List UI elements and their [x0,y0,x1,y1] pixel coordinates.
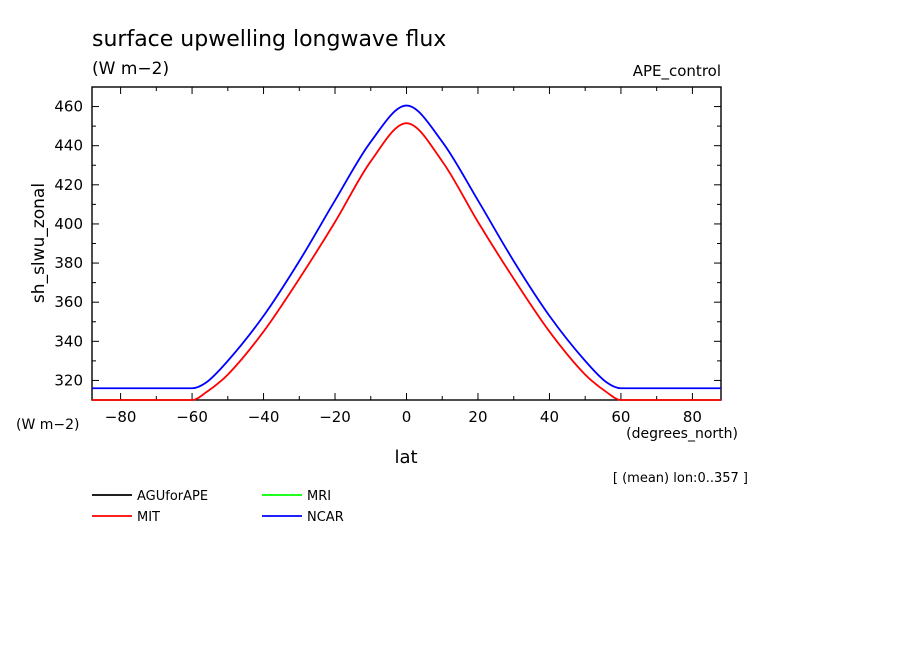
series-line-ncar [92,104,721,390]
y-tick-labels: 320 340 360 380 400 420 440 460 [54,98,83,390]
x-tick-label: 60 [611,408,630,426]
x-tick-label: −60 [176,408,208,426]
experiment-label: APE_control [633,62,721,81]
legend-label-aguforape: AGUforAPE [137,489,208,504]
legend-label-mit: MIT [137,510,160,525]
series-line-mit [92,122,721,401]
y-tick-label: 440 [54,137,83,155]
axis-ticks [92,87,721,400]
averaging-note: [ (mean) lon:0..357 ] [613,471,748,486]
y-axis-units: (W m−2) [16,417,80,433]
y-axis-label: sh_slwu_zonal [29,183,49,303]
x-tick-label: 20 [468,408,487,426]
y-tick-label: 420 [54,176,83,194]
x-axis-units: (degrees_north) [626,426,738,442]
y-tick-label: 320 [54,371,83,389]
y-tick-label: 380 [54,254,83,272]
plot-frame [91,86,722,401]
x-axis-label: lat [394,447,417,468]
x-tick-label: 80 [683,408,702,426]
title-units: (W m−2) [92,59,169,79]
x-tick-label: 40 [540,408,559,426]
y-tick-label: 460 [54,98,83,116]
x-tick-label: −40 [248,408,280,426]
legend-label-ncar: NCAR [307,510,344,525]
legend-label-mri: MRI [307,489,331,504]
x-tick-label: 0 [402,408,412,426]
series-layer [92,104,721,401]
x-tick-labels: −80 −60 −40 −20 0 20 40 60 80 [105,408,702,426]
y-tick-label: 340 [54,332,83,350]
x-tick-label: −20 [319,408,351,426]
legend: AGUforAPE MRI MIT NCAR [92,489,344,525]
chart-title: surface upwelling longwave flux [92,27,446,52]
x-tick-label: −80 [105,408,137,426]
y-tick-label: 400 [54,215,83,233]
y-tick-label: 360 [54,293,83,311]
